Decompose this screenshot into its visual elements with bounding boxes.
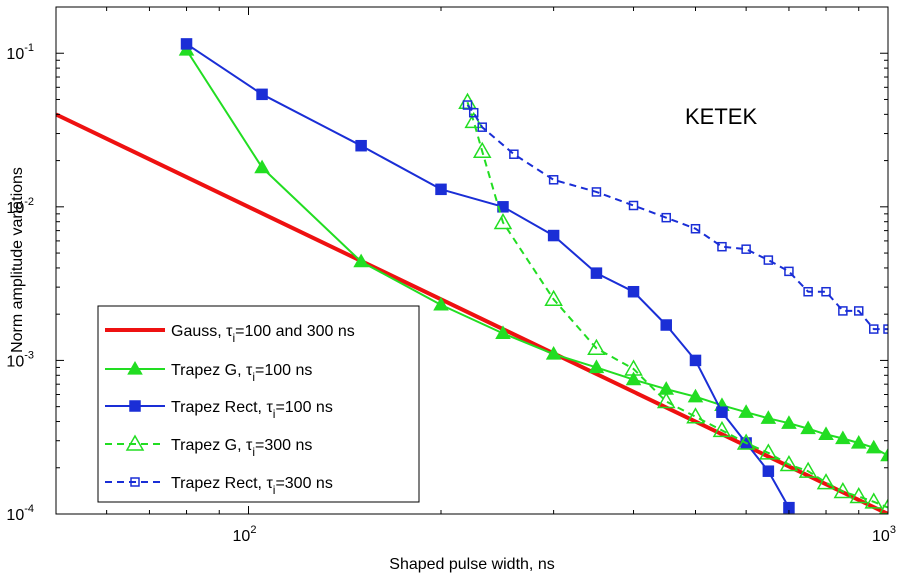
- series-5-point: [462, 100, 473, 110]
- legend-label: Trapez G, τi=300 ns: [171, 437, 312, 459]
- series-2-point: [545, 346, 562, 360]
- series-2-point: [760, 410, 777, 424]
- series-3-point: [716, 406, 728, 418]
- legend-swatch-marker: [129, 400, 141, 412]
- series-2-point: [850, 434, 867, 449]
- series-2-point: [781, 415, 797, 429]
- series-2-point: [588, 359, 605, 374]
- series-5-point: [548, 175, 559, 185]
- series-2-point: [835, 430, 851, 445]
- series-2-point: [254, 159, 270, 174]
- x-tick-label: 102: [233, 524, 257, 545]
- series-2-point: [800, 420, 816, 435]
- series-4-point: [544, 289, 563, 307]
- series-5-point: [853, 306, 864, 316]
- series-3-point: [660, 319, 672, 331]
- legend: Gauss, τi=100 and 300 ns Trapez G, τi=100…: [97, 305, 420, 503]
- series-5-point: [690, 223, 701, 234]
- x-axis-label: Shaped pulse width, ns: [389, 556, 554, 573]
- series-4-point: [656, 392, 676, 409]
- plot-frame: [55, 6, 889, 515]
- series-2-point: [738, 404, 754, 418]
- series-4-point: [878, 498, 888, 514]
- series-layer: [56, 38, 888, 514]
- legend-label: Trapez G, τi=100 ns: [171, 362, 312, 384]
- series-2-point: [433, 296, 449, 311]
- series-4-point: [472, 141, 492, 159]
- series-5: [462, 100, 888, 334]
- legend-entry-4: Trapez G, τi=300 ns: [105, 434, 312, 459]
- series-2-point: [495, 325, 511, 339]
- series-2-point: [818, 426, 834, 440]
- series-4-point: [624, 359, 643, 376]
- series-2-point: [880, 447, 888, 462]
- series-4-point: [849, 486, 869, 504]
- series-3-point: [355, 139, 367, 152]
- series-3-point: [590, 267, 603, 279]
- series-2-point: [865, 439, 882, 454]
- series-2-point: [353, 253, 369, 268]
- series-2-point: [625, 371, 642, 386]
- series-5-point: [883, 324, 888, 334]
- series-4-point: [736, 433, 756, 450]
- series-4-line: [466, 101, 888, 509]
- series-5-point: [821, 286, 831, 297]
- series-4-point: [798, 461, 818, 478]
- series-5-point: [869, 324, 879, 334]
- series-4-point: [493, 213, 513, 230]
- series-5-point: [468, 107, 479, 118]
- series-2-point: [687, 388, 704, 403]
- series-3-point: [256, 88, 268, 101]
- series-3-point: [547, 229, 560, 242]
- legend-entry-2: Trapez G, τi=100 ns: [105, 360, 312, 384]
- series-5-point: [741, 244, 751, 254]
- series-4-point: [779, 454, 799, 472]
- legend-label: Gauss, τi=100 and 300 ns: [171, 323, 355, 345]
- series-4-point: [864, 492, 884, 509]
- series-4-point: [587, 338, 606, 356]
- series-5-point: [803, 286, 813, 297]
- y-axis-label: Norm amplitude variations: [9, 167, 26, 353]
- series-4-point: [686, 407, 705, 424]
- legend-label: Trapez Rect, τi=100 ns: [171, 399, 333, 421]
- legend-swatch-marker: [127, 360, 143, 375]
- series-5-point: [509, 149, 519, 159]
- legend-swatch-marker: [125, 434, 145, 451]
- y-tick-label: 10-4: [6, 503, 34, 524]
- legend-entry-5: Trapez Rect, τi=300 ns: [105, 475, 333, 497]
- series-5-point: [838, 306, 848, 316]
- series-5-point: [717, 241, 727, 252]
- series-4-point: [712, 420, 732, 438]
- legend-box: [97, 305, 420, 503]
- y-tick-label: 10-1: [6, 42, 34, 63]
- series-3-point: [627, 285, 640, 298]
- series-3-point: [762, 465, 775, 477]
- legend-entry-1: Gauss, τi=100 and 300 ns: [105, 323, 355, 345]
- series-5-point: [763, 255, 774, 265]
- series-3-point: [689, 354, 702, 367]
- series-3-point: [180, 38, 193, 50]
- x-tick-label: 103: [872, 524, 896, 545]
- series-5-point: [784, 266, 794, 277]
- legend-entry-3: Trapez Rect, τi=100 ns: [105, 399, 333, 421]
- series-3-point: [435, 183, 447, 196]
- series-5-point: [591, 187, 602, 197]
- series-4-point: [759, 443, 778, 460]
- series-4-point: [816, 473, 836, 490]
- legend-swatch-marker: [130, 477, 140, 487]
- legend-label: Trapez Rect, τi=300 ns: [171, 475, 333, 497]
- series-5-point: [477, 122, 487, 132]
- series-4-point: [833, 482, 853, 499]
- annotation-label: KETEK: [685, 104, 757, 129]
- series-5-point: [661, 212, 671, 223]
- series-5-point: [628, 200, 639, 211]
